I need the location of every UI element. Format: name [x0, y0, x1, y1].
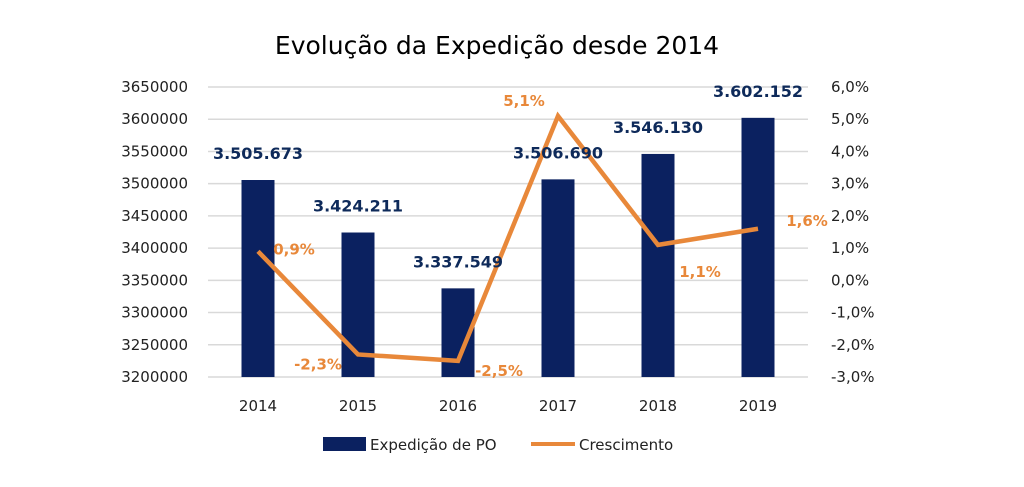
y-left-tick-label: 3300000	[121, 304, 188, 322]
line-data-labels: 0,9% -2,3% -2,5% 5,1% 1,1% 1,6%	[273, 92, 828, 380]
bar-data-label: 3.546.130	[613, 118, 703, 137]
y-right-tick-label: -2,0%	[831, 336, 875, 354]
line-data-label: 1,1%	[679, 263, 721, 281]
bar-data-label: 3.424.211	[313, 197, 403, 216]
line-data-label: -2,3%	[294, 355, 342, 373]
x-tick-label: 2014	[239, 397, 277, 415]
y-left-tick-label: 3600000	[121, 110, 188, 128]
y-right-tick-label: 3,0%	[831, 175, 869, 193]
y-right-tick-label: -3,0%	[831, 368, 875, 386]
y-right-tick-label: 6,0%	[831, 78, 869, 96]
y-axis-left: 3200000 3250000 3300000 3350000 3400000 34500…	[121, 78, 188, 386]
bar-data-label: 3.337.549	[413, 252, 503, 271]
y-left-tick-label: 3550000	[121, 142, 188, 160]
line-data-label: -2,5%	[475, 362, 523, 380]
y-right-tick-label: 2,0%	[831, 207, 869, 225]
x-tick-label: 2017	[539, 397, 577, 415]
line-data-label: 5,1%	[503, 92, 545, 110]
x-axis: 2014 2015 2016 2017 2018 2019	[239, 397, 777, 415]
y-right-tick-label: 1,0%	[831, 239, 869, 257]
gridlines	[208, 86, 808, 378]
y-right-tick-label: -1,0%	[831, 304, 875, 322]
legend-swatch-bar	[323, 437, 366, 451]
bar-data-label: 3.505.673	[213, 144, 303, 163]
bar	[641, 153, 675, 377]
y-right-tick-label: 0,0%	[831, 271, 869, 289]
growth-line	[256, 111, 759, 364]
bar-data-label: 3.506.690	[513, 143, 603, 162]
x-tick-label: 2015	[339, 397, 377, 415]
bar-series	[241, 117, 775, 377]
y-axis-right: -3,0% -2,0% -1,0% 0,0% 1,0% 2,0% 3,0% 4,0% 5,0% 6…	[831, 78, 875, 386]
y-left-tick-label: 3200000	[121, 368, 188, 386]
line-data-label: 0,9%	[273, 240, 315, 258]
line-data-label: 1,6%	[786, 212, 828, 230]
x-tick-label: 2018	[639, 397, 677, 415]
bar-data-label: 3.602.152	[713, 82, 803, 101]
y-left-tick-label: 3350000	[121, 271, 188, 289]
y-right-tick-label: 4,0%	[831, 142, 869, 160]
legend-label-bar: Expedição de PO	[370, 436, 497, 454]
chart-title: Evolução da Expedição desde 2014	[275, 31, 719, 60]
legend-label-line: Crescimento	[579, 436, 673, 454]
bar	[241, 180, 275, 377]
y-left-tick-label: 3500000	[121, 175, 188, 193]
y-left-tick-label: 3400000	[121, 239, 188, 257]
legend: Expedição de PO Crescimento	[323, 436, 673, 454]
bar	[541, 179, 575, 377]
y-left-tick-label: 3250000	[121, 336, 188, 354]
bar	[741, 117, 775, 377]
line-series	[256, 111, 759, 364]
x-tick-label: 2019	[739, 397, 777, 415]
y-left-tick-label: 3450000	[121, 207, 188, 225]
x-tick-label: 2016	[439, 397, 477, 415]
y-right-tick-label: 5,0%	[831, 110, 869, 128]
y-left-tick-label: 3650000	[121, 78, 188, 96]
bar-data-labels: 3.505.673 3.424.211 3.337.549 3.506.690 3.54…	[213, 82, 803, 272]
